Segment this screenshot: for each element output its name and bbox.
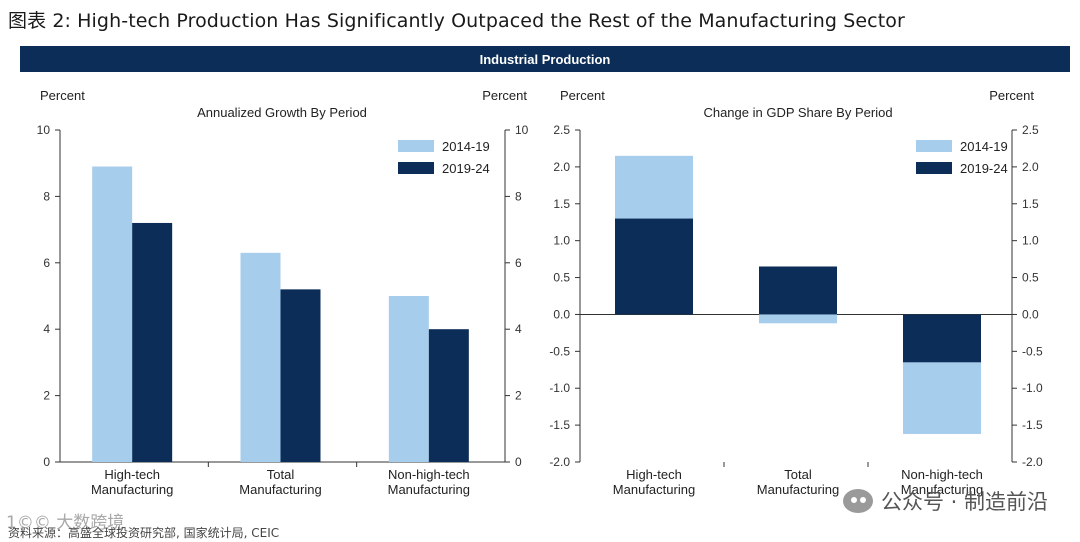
- y-tick-label-right: -1.0: [1022, 381, 1043, 395]
- y-tick-label-left: 2.0: [553, 160, 570, 174]
- gdp-share-svg: Percent Percent Change in GDP Share By Per…: [549, 88, 1043, 497]
- category-label: Manufacturing: [901, 482, 983, 497]
- source-footnote: 资料来源：高盛全球投资研究部, 国家统计局, CEIC: [8, 526, 280, 540]
- y-tick-label-left: -0.5: [549, 344, 570, 358]
- y-tick-label-left: -1.5: [549, 418, 570, 432]
- y-tick-label-right: 6: [515, 256, 522, 270]
- category-label: Manufacturing: [388, 482, 470, 497]
- category-label: Non-high-tech: [388, 467, 470, 482]
- category-label: Total: [784, 467, 812, 482]
- y-axis-label-right: Percent: [989, 88, 1034, 103]
- category-label: Total: [267, 467, 295, 482]
- y-tick-label-right: -2.0: [1022, 455, 1043, 469]
- legend-swatch-2019-24: [398, 162, 434, 174]
- legend-label: 2014-19: [960, 139, 1008, 154]
- category-label: Manufacturing: [239, 482, 321, 497]
- y-tick-label-right: -1.5: [1022, 418, 1043, 432]
- y-tick-label-left: 2: [43, 389, 50, 403]
- bar-2019-24: [428, 329, 469, 462]
- category-label: High-tech: [626, 467, 682, 482]
- wechat-icon: [842, 489, 873, 513]
- legend-label: 2019-24: [442, 161, 490, 176]
- legend-label: 2019-24: [960, 161, 1008, 176]
- y-tick-label-right: 0.5: [1022, 271, 1039, 285]
- y-axis-label-left: Percent: [40, 88, 85, 103]
- legend-swatch-2014-19: [398, 140, 434, 152]
- y-axis-label-left: Percent: [560, 88, 605, 103]
- bar-2019-24: [280, 289, 321, 462]
- y-tick-label-right: 8: [515, 189, 522, 203]
- bar-2014-19: [903, 362, 981, 434]
- y-tick-label-left: 2.5: [553, 123, 570, 137]
- y-tick-label-left: 0: [43, 455, 50, 469]
- category-label: Manufacturing: [613, 482, 695, 497]
- annualized-growth-chart: Percent Percent Annualized Growth By Perio…: [20, 80, 540, 505]
- watermark-left: 1©© 大数跨境: [6, 513, 125, 533]
- y-tick-label-right: 0.0: [1022, 307, 1039, 321]
- bar-2014-19: [615, 155, 693, 219]
- y-tick-label-right: 0: [515, 455, 522, 469]
- y-axis-label-right: Percent: [482, 88, 527, 103]
- bar-2019-24: [759, 266, 837, 315]
- y-tick-label-right: 1.0: [1022, 234, 1039, 248]
- y-tick-label-left: -1.0: [549, 381, 570, 395]
- bar-2019-24: [615, 218, 693, 315]
- y-tick-label-right: 1.5: [1022, 197, 1039, 211]
- y-tick-label-right: 10: [515, 123, 529, 137]
- bar-2019-24: [132, 222, 173, 462]
- category-label: Non-high-tech: [901, 467, 983, 482]
- legend-label: 2014-19: [442, 139, 490, 154]
- y-tick-label-left: 10: [37, 123, 51, 137]
- y-tick-label-left: 8: [43, 189, 50, 203]
- chart-title: Annualized Growth By Period: [197, 105, 367, 120]
- figure-title: 图表 2: High-tech Production Has Significa…: [8, 10, 905, 32]
- legend-swatch-2014-19: [916, 140, 952, 152]
- bar-2014-19: [388, 296, 429, 462]
- watermark-right: 公众号 · 制造前沿: [842, 486, 1048, 516]
- bar-2014-19: [92, 166, 133, 462]
- y-tick-label-right: -0.5: [1022, 344, 1043, 358]
- watermark-right-text: 公众号 · 制造前沿: [880, 490, 1048, 514]
- category-label: High-tech: [104, 467, 160, 482]
- annualized-growth-svg: Percent Percent Annualized Growth By Perio…: [37, 88, 529, 497]
- y-tick-label-right: 4: [515, 322, 522, 336]
- category-label: Manufacturing: [91, 482, 173, 497]
- y-tick-label-left: 0.5: [553, 271, 570, 285]
- category-label: Manufacturing: [757, 482, 839, 497]
- y-tick-label-right: 2.5: [1022, 123, 1039, 137]
- gdp-share-chart: Percent Percent Change in GDP Share By Per…: [540, 80, 1070, 505]
- y-tick-label-left: 1.5: [553, 197, 570, 211]
- chart-title: Change in GDP Share By Period: [703, 105, 892, 120]
- bar-2014-19: [759, 314, 837, 324]
- industrial-production-banner: Industrial Production: [20, 46, 1070, 72]
- y-tick-label-right: 2.0: [1022, 160, 1039, 174]
- y-tick-label-left: 4: [43, 322, 50, 336]
- bar-2019-24: [903, 314, 981, 363]
- legend-swatch-2019-24: [916, 162, 952, 174]
- y-tick-label-left: 1.0: [553, 234, 570, 248]
- y-tick-label-left: 6: [43, 256, 50, 270]
- bar-2014-19: [240, 252, 281, 462]
- y-tick-label-left: -2.0: [549, 455, 570, 469]
- y-tick-label-right: 2: [515, 389, 522, 403]
- y-tick-label-left: 0.0: [553, 307, 570, 321]
